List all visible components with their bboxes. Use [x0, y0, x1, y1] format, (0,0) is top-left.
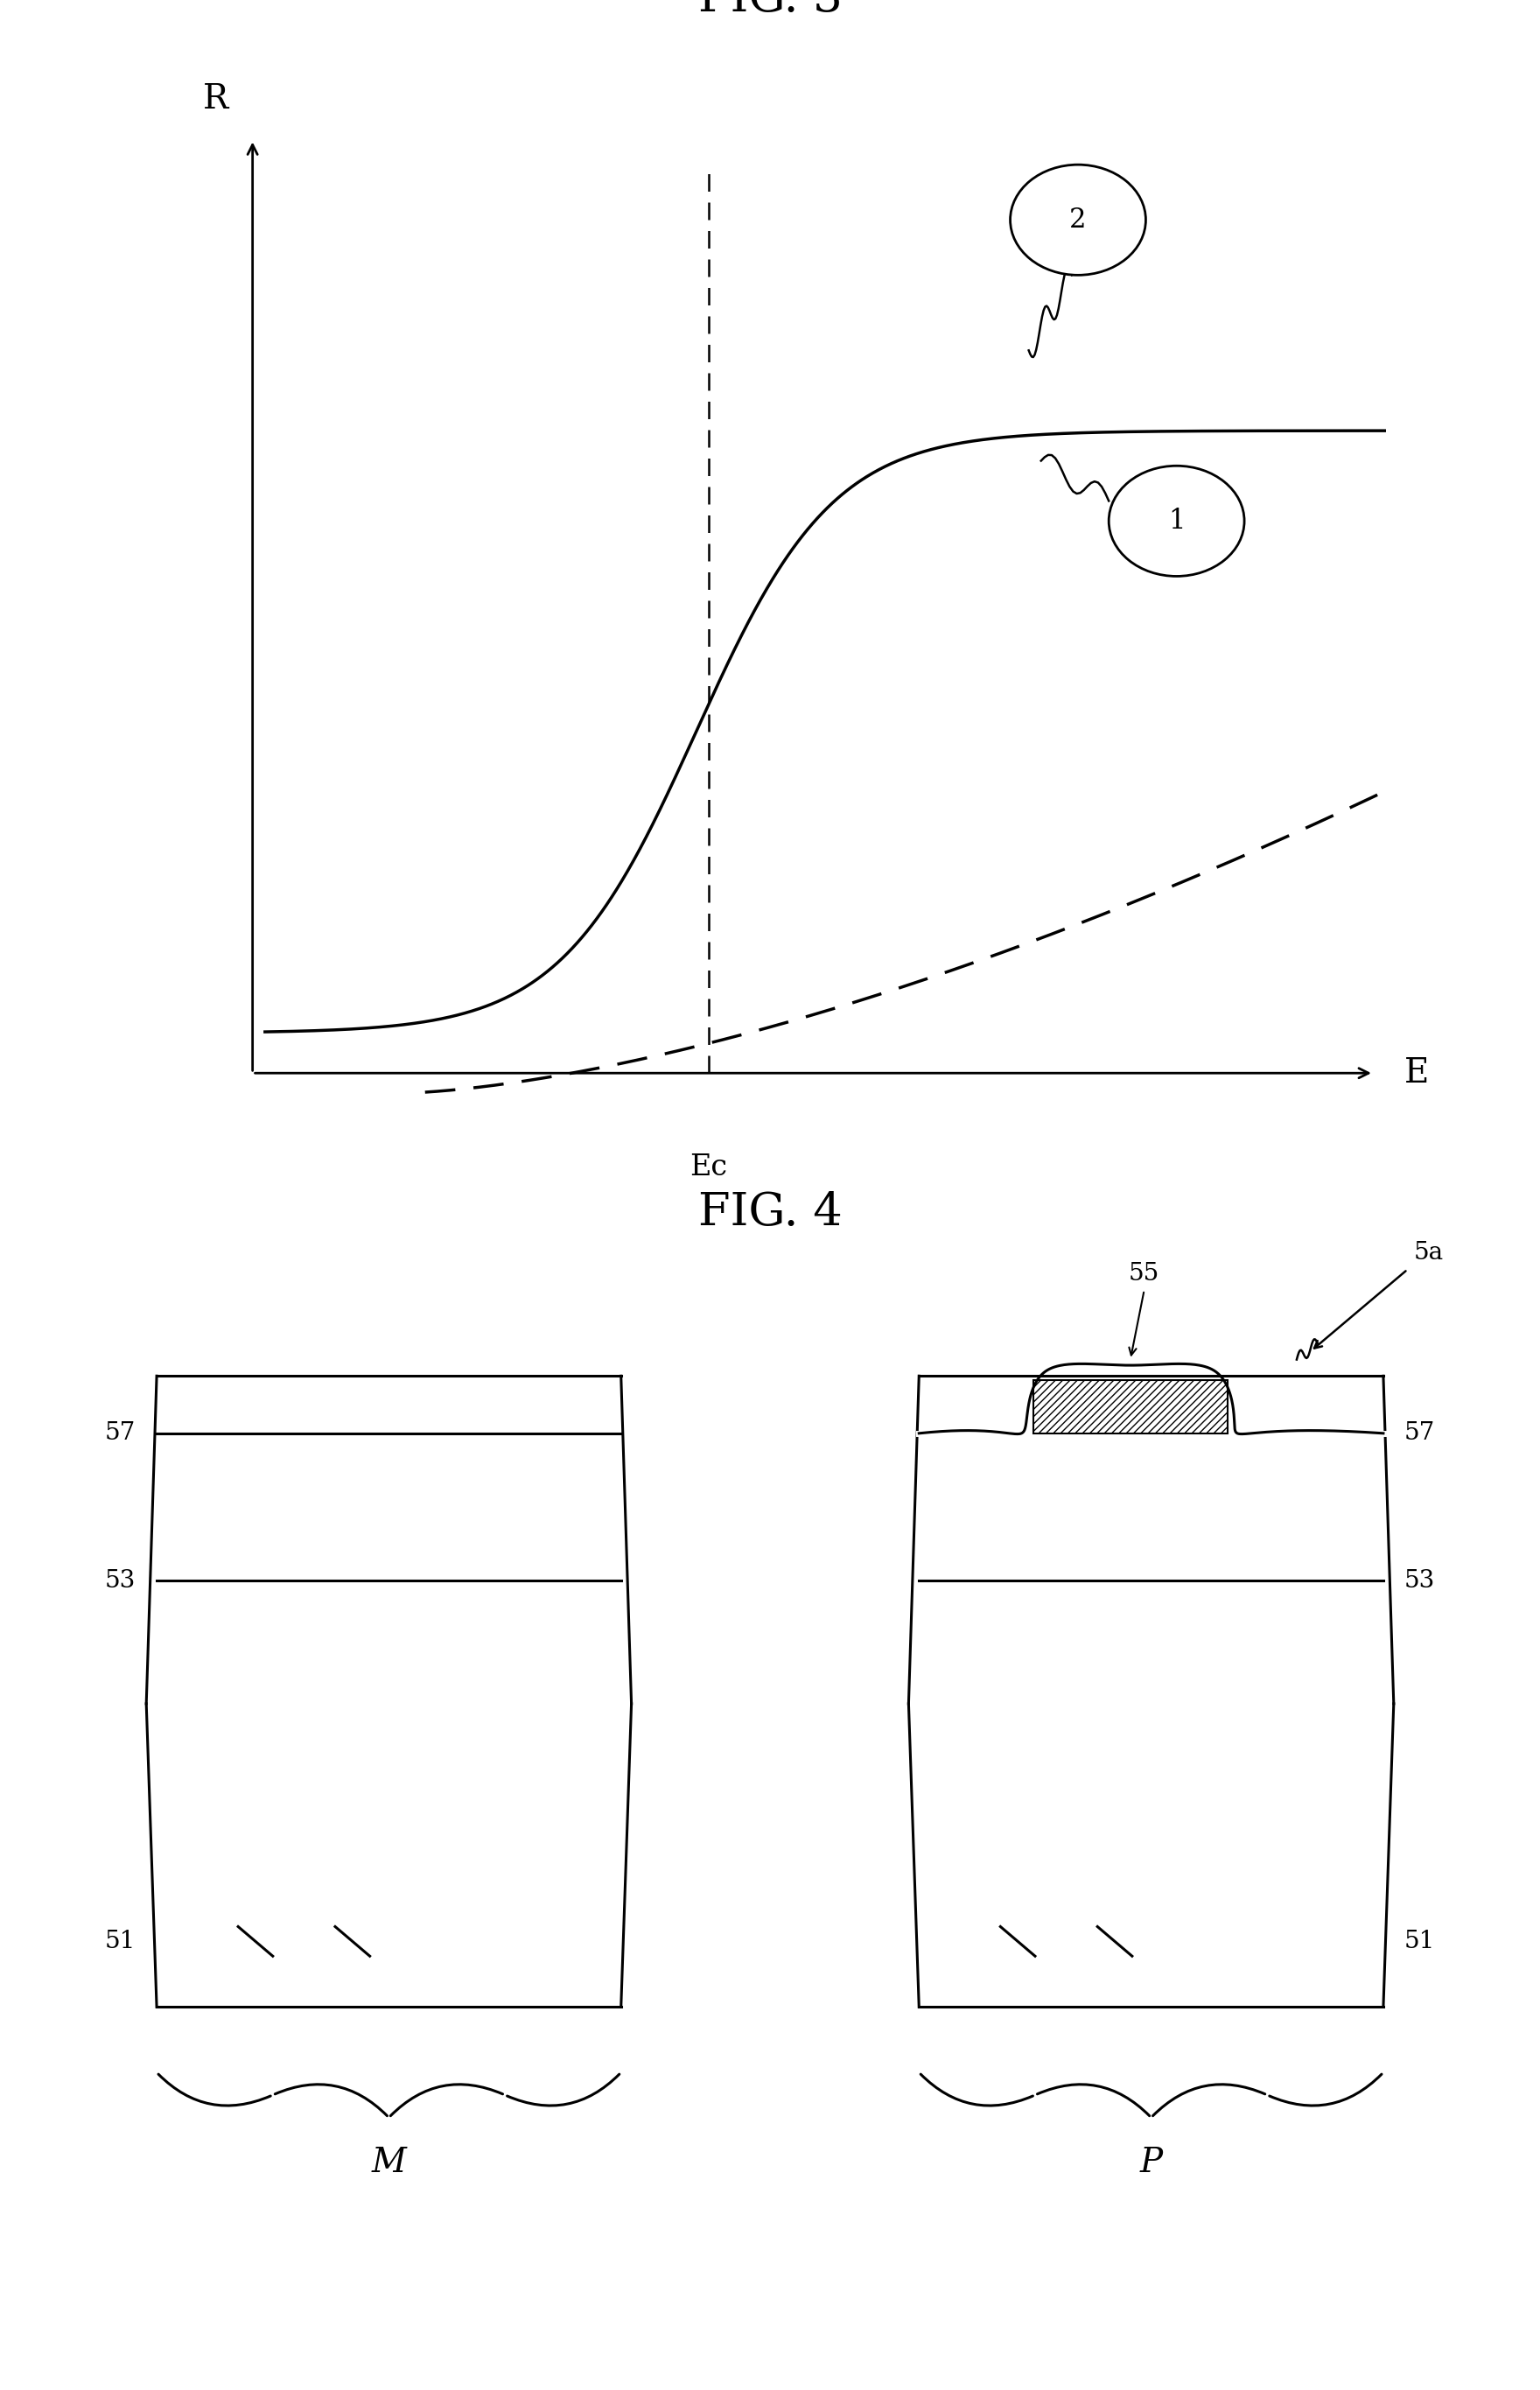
Circle shape — [1109, 466, 1244, 576]
Text: 2: 2 — [1069, 206, 1087, 234]
Text: E: E — [1404, 1056, 1429, 1090]
Text: 51: 51 — [105, 1929, 136, 1953]
Text: M: M — [371, 2146, 407, 2180]
Text: 57: 57 — [1404, 1422, 1435, 1446]
Text: 57: 57 — [105, 1422, 136, 1446]
Text: 53: 53 — [1404, 1568, 1435, 1592]
Text: 5a: 5a — [1414, 1240, 1443, 1264]
Text: P: P — [1140, 2146, 1163, 2180]
Text: 51: 51 — [1404, 1929, 1435, 1953]
Circle shape — [1010, 165, 1146, 275]
Text: 55: 55 — [1129, 1262, 1160, 1286]
Text: Ec: Ec — [690, 1154, 727, 1181]
Text: FIG. 3: FIG. 3 — [698, 0, 842, 22]
Text: R: R — [203, 84, 228, 115]
Text: 53: 53 — [105, 1568, 136, 1592]
Text: FIG. 4: FIG. 4 — [698, 1190, 842, 1233]
Bar — [1033, 1379, 1227, 1434]
Text: 1: 1 — [1167, 507, 1186, 535]
